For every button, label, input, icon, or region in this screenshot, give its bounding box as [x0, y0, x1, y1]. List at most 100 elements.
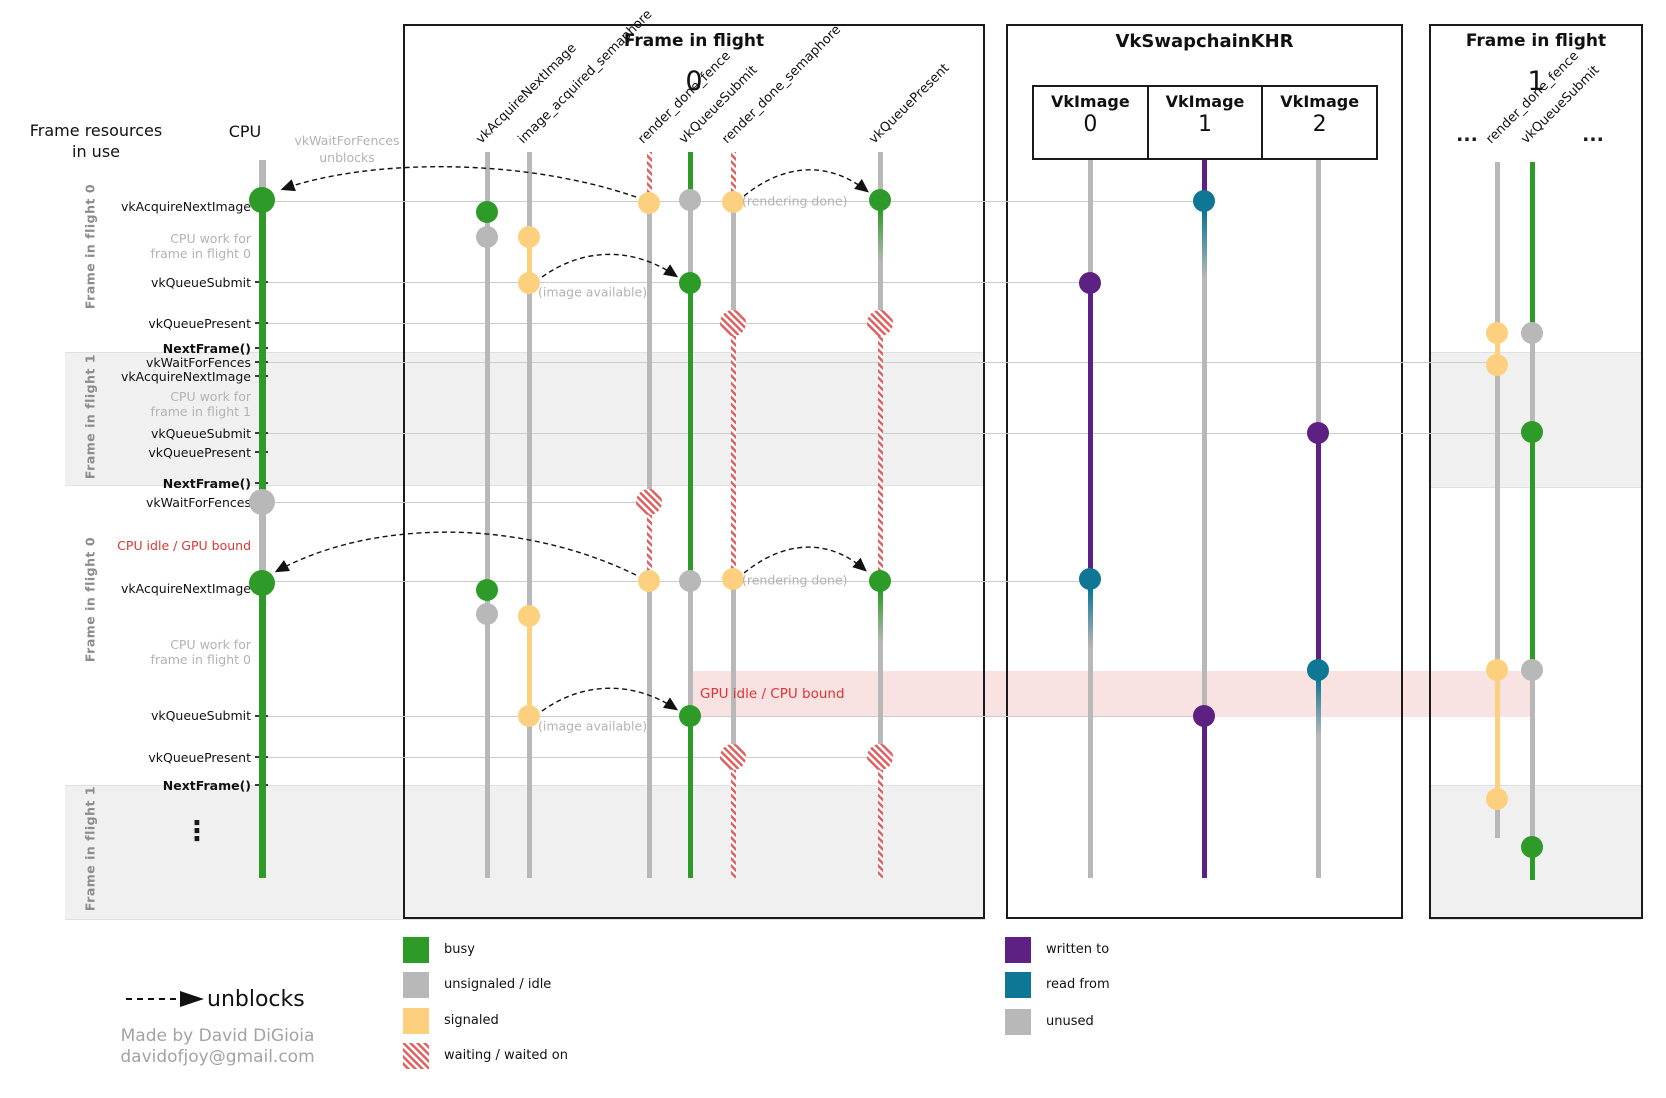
event-dot-busy [869, 570, 891, 592]
column-segment-idle [526, 716, 532, 878]
vkimage-number: 2 [1312, 112, 1327, 137]
event-dot-read [1079, 568, 1101, 590]
panel-title: Frame in flight [1465, 31, 1607, 51]
annotation: ... [1456, 124, 1478, 147]
event-dot-busy [476, 201, 498, 223]
credit-text: Made by David DiGioia davidofjoy@gmail.c… [120, 1026, 315, 1067]
column-segment-written [1087, 283, 1093, 579]
vkimage-number: 0 [1083, 112, 1098, 137]
event-dot-signaled [518, 605, 540, 627]
row-label: vkQueueSubmit [150, 425, 251, 441]
event-dot-signaled [1486, 354, 1508, 376]
column-segment-busy_fade [877, 581, 883, 648]
legend-swatch-unused [1005, 1009, 1031, 1035]
row-label: NextFrame() [162, 777, 251, 793]
gridline [256, 362, 1497, 363]
event-dot-signaled [518, 272, 540, 294]
panel-frame-in-flight-0: Frame in flight 0 [403, 24, 985, 919]
vkimage-label: VkImage [1165, 92, 1245, 111]
column-segment-idle [646, 581, 652, 878]
event-dot-written [1079, 272, 1101, 294]
gpu-idle-band [690, 671, 1532, 717]
legend-swatch-busy [403, 937, 429, 963]
row-label: vkQueuePresent [148, 444, 251, 460]
column-segment-busy [258, 583, 266, 878]
column-segment-signaled [526, 616, 532, 716]
frame-in-flight-band [1429, 352, 1641, 488]
column-segment-waiting [646, 152, 652, 203]
event-dot-busy [679, 272, 701, 294]
panel-title: Frame in flight [623, 31, 765, 51]
gridline [256, 282, 1090, 283]
row-label: CPU work for frame in flight 0 [150, 637, 251, 667]
panel-frame-in-flight-1: Frame in flight 1 [1429, 24, 1643, 919]
event-dot-busy [1521, 421, 1543, 443]
column-segment-idle [1494, 162, 1500, 333]
gridline [256, 581, 1090, 582]
column-segment-idle [1494, 799, 1500, 838]
panel-number: 0 [685, 66, 703, 97]
gridline [256, 433, 1532, 434]
panel-number: 1 [1527, 66, 1545, 97]
event-dot-signaled [722, 568, 744, 590]
cpu-column-title: CPU [228, 122, 262, 141]
event-dot-idle [679, 570, 701, 592]
row-label: vkAcquireNextImage [121, 368, 251, 384]
column-segment-idle [877, 152, 883, 200]
event-dot-idle [1521, 659, 1543, 681]
column-segment-waiting [730, 152, 736, 202]
column-segment-waiting [730, 323, 736, 579]
row-label: vkAcquireNextImage [121, 198, 251, 214]
row-label: NextFrame() [162, 475, 251, 491]
vkimage-label: VkImage [1050, 92, 1130, 111]
swapchain-image-table: VkImage 0 VkImage 1 VkImage 2 [1032, 85, 1378, 160]
vkimage-number: 1 [1198, 112, 1212, 137]
event-dot-signaled [518, 705, 540, 727]
row-label: vkQueuePresent [148, 315, 251, 331]
legend-label: signaled [444, 1013, 499, 1028]
column-segment-written [1201, 716, 1207, 878]
frame-in-flight-side-label: Frame in flight 1 [82, 785, 98, 912]
vkimage-cell-2: VkImage 2 [1263, 87, 1376, 158]
legend-swatch-read [1005, 972, 1031, 998]
event-dot-idle [476, 603, 498, 625]
column-segment-read_fade [1087, 579, 1093, 655]
event-dot-signaled [722, 191, 744, 213]
event-dot-waiting [867, 744, 893, 770]
column-segment-busy [258, 200, 266, 496]
column-segment-idle [484, 152, 490, 878]
column-segment-idle [687, 200, 693, 283]
legend-label: written to [1046, 942, 1110, 957]
annotation: vkWaitForFences unblocks [294, 133, 400, 165]
event-dot-busy [869, 189, 891, 211]
column-segment-busy_fade [877, 200, 883, 268]
legend-label: busy [444, 942, 475, 957]
column-segment-waiting [877, 323, 883, 581]
event-dot-busy [249, 570, 275, 596]
event-dot-waiting [867, 310, 893, 336]
event-dot-idle [249, 489, 275, 515]
column-segment-written [1315, 433, 1321, 670]
event-dot-signaled [638, 570, 660, 592]
annotation: (rendering done) [742, 572, 848, 588]
column-segment-idle [1529, 670, 1535, 847]
frame-in-flight-band [65, 785, 985, 920]
column-segment-busy [1529, 432, 1535, 670]
panel-vkswapchainkhr: VkSwapchainKHR [1006, 24, 1403, 919]
row-label: vkAcquireNextImage [121, 580, 251, 596]
annotation: GPU idle / CPU bound [700, 685, 845, 702]
column-segment-read_fade [1201, 201, 1207, 285]
column-segment-idle [258, 496, 266, 583]
column-segment-busy [687, 716, 693, 878]
column-segment-signaled [1494, 670, 1500, 799]
column-segment-busy [1529, 847, 1535, 880]
event-dot-waiting [720, 744, 746, 770]
frame-in-flight-side-label: Frame in flight 0 [82, 536, 98, 663]
column-segment-waiting [646, 502, 652, 581]
event-dot-signaled [518, 226, 540, 248]
column-segment-signaled [1494, 333, 1500, 365]
event-dot-waiting [720, 310, 746, 336]
column-segment-idle [1315, 160, 1321, 433]
event-dot-signaled [638, 192, 660, 214]
frame-in-flight-band [65, 352, 985, 486]
